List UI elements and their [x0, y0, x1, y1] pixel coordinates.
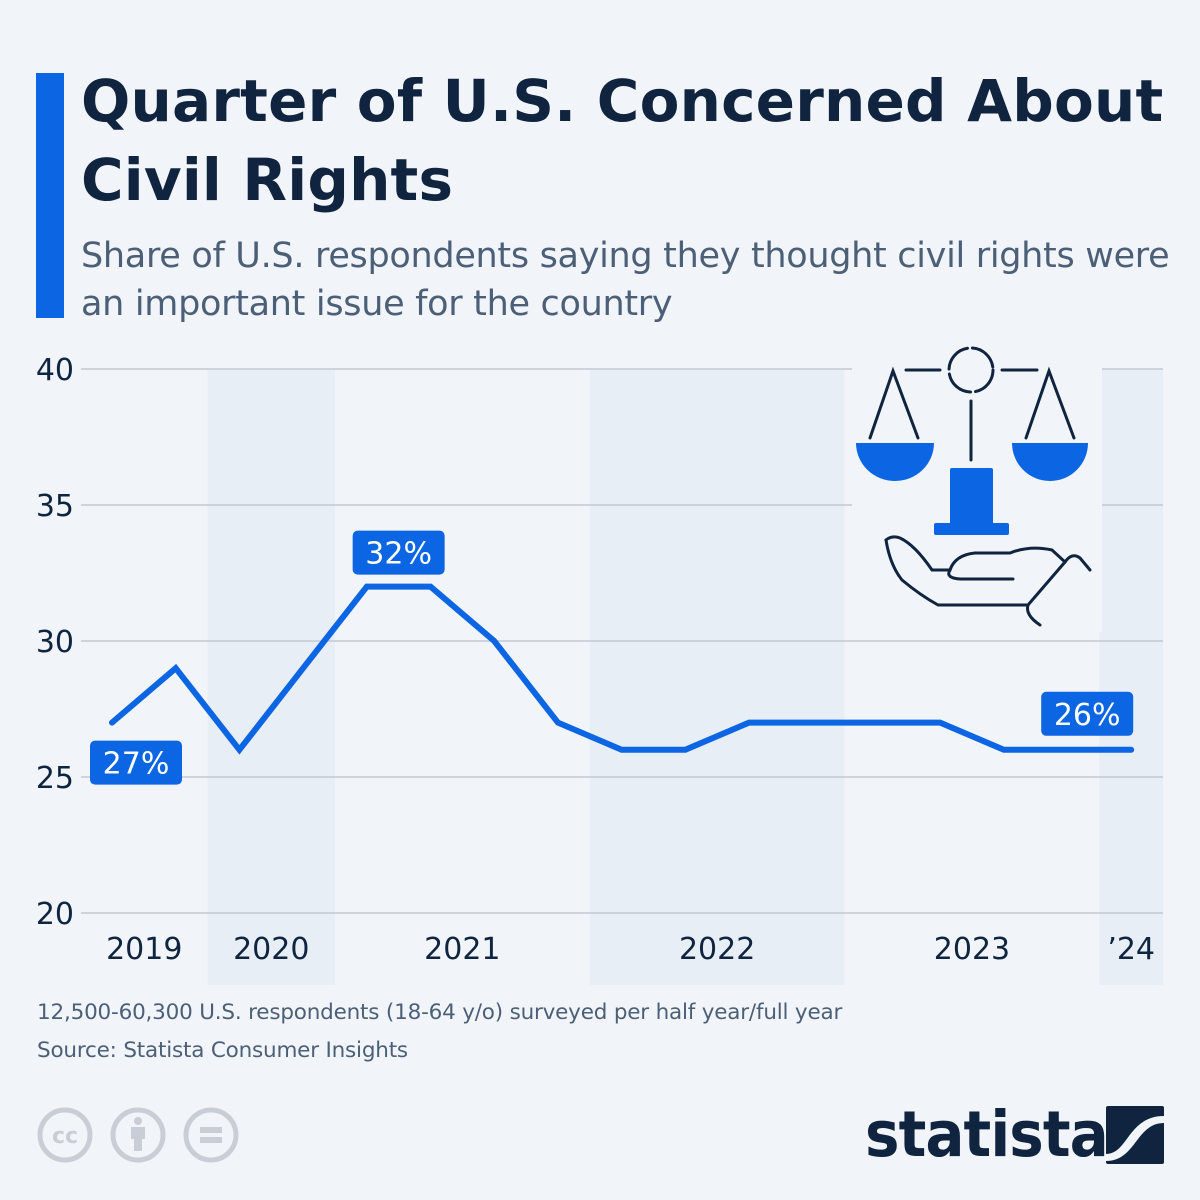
attribution-icon[interactable] — [109, 1106, 167, 1164]
survey-note: 12,500-60,300 U.S. respondents (18-64 y/… — [37, 1000, 843, 1025]
scales-of-justice-on-hand-icon — [852, 346, 1102, 632]
year-band-5 — [1099, 369, 1163, 985]
y-tick-label: 35 — [36, 489, 74, 524]
y-tick-label: 25 — [36, 761, 74, 796]
title-accent-bar — [36, 73, 64, 318]
x-tick-label: 2020 — [233, 932, 309, 967]
chart-title: Quarter of U.S. Concerned About Civil Ri… — [81, 67, 1164, 214]
data-label-box — [1041, 691, 1134, 736]
svg-text:cc: cc — [52, 1124, 78, 1149]
source-note: Source: Statista Consumer Insights — [37, 1038, 408, 1063]
license-icons: cc — [36, 1106, 240, 1164]
year-band-3 — [589, 369, 845, 985]
chart-subtitle: Share of U.S. respondents saying they th… — [81, 236, 1170, 324]
statista-logo-mark-icon — [1106, 1106, 1164, 1164]
statista-logo[interactable]: statista — [865, 1098, 1164, 1171]
x-tick-label: 2021 — [424, 932, 500, 967]
data-label: 32% — [365, 537, 432, 572]
series-line-group — [109, 583, 1135, 755]
no-derivatives-icon[interactable] — [182, 1106, 240, 1164]
x-tick-label: ’24 — [1107, 932, 1155, 967]
data-label-box — [352, 530, 445, 575]
data-labels: 27% 32% 26% — [90, 530, 1134, 785]
data-label: 26% — [1054, 698, 1121, 733]
y-tick-label: 20 — [36, 897, 74, 932]
data-label-box — [90, 740, 182, 785]
scale-stand — [950, 468, 993, 526]
scale-base — [934, 523, 1009, 535]
creative-commons-icon[interactable]: cc — [36, 1106, 94, 1164]
x-tick-label: 2019 — [106, 932, 182, 967]
y-axis-ticks: 20 25 30 35 40 — [36, 353, 74, 932]
y-tick-label: 40 — [36, 353, 74, 388]
x-axis-ticks: 2019 2020 2021 2022 2023 ’24 — [106, 932, 1155, 967]
y-tick-label: 30 — [36, 625, 74, 660]
scale-pivot-icon — [947, 346, 995, 394]
line-chart: 20 25 30 35 40 2019 2020 2021 2022 2023 ’24 27% 32… — [36, 346, 1163, 985]
year-bands — [207, 369, 1163, 985]
x-tick-label: 2022 — [679, 932, 755, 967]
data-label: 27% — [103, 747, 170, 782]
right-scale-pan — [1012, 443, 1088, 481]
year-band-1 — [207, 369, 335, 985]
x-tick-label: 2023 — [934, 932, 1010, 967]
left-scale-pan — [856, 443, 934, 481]
logo-wordmark: statista — [865, 1098, 1109, 1171]
